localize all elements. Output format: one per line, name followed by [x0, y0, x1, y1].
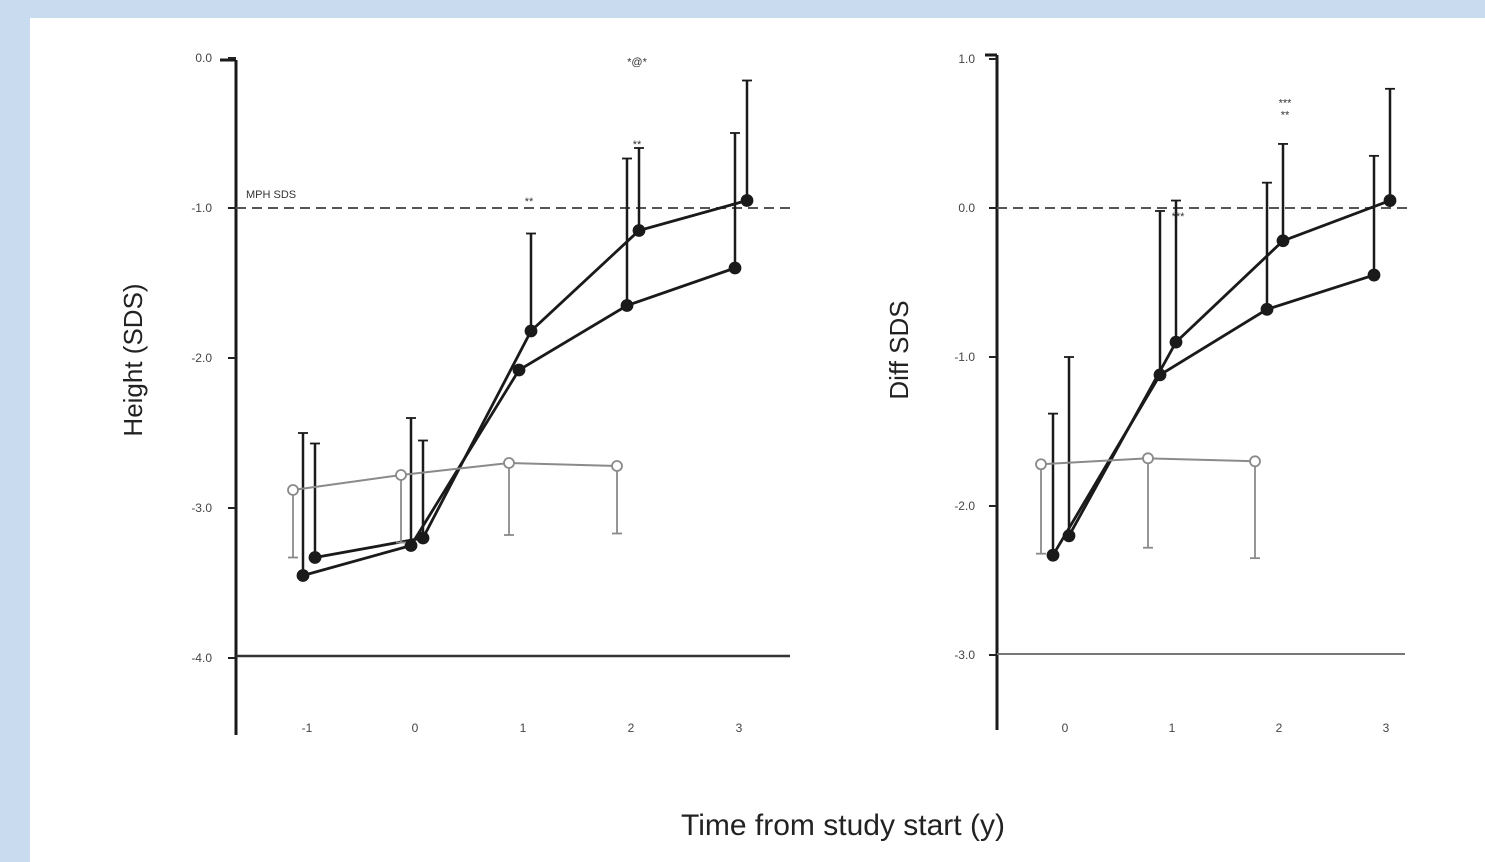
- y-tick-label: 1.0: [958, 52, 975, 66]
- data-point: [1383, 194, 1397, 207]
- series-left: [287, 79, 754, 582]
- y-axis-label-height: Height (SDS): [118, 283, 148, 436]
- series-right: [1035, 87, 1397, 562]
- mph-reference-label: MPH SDS: [246, 189, 296, 201]
- data-point: [1260, 302, 1274, 316]
- y-ticks-right: 1.0 0.0 -1.0 -2.0 -3.0: [954, 52, 997, 662]
- series-line: [1067, 199, 1391, 537]
- data-point-open: [1035, 458, 1047, 471]
- x-axis-label: Time from study start (y): [681, 809, 1005, 842]
- data-point: [1276, 234, 1290, 248]
- series-line: [302, 266, 736, 577]
- data-point: [416, 531, 430, 545]
- x-tick-label: 2: [628, 721, 635, 735]
- y-tick-label: 0.0: [958, 201, 975, 215]
- y-tick-label: -2.0: [191, 351, 212, 365]
- data-point: [524, 324, 538, 338]
- data-point: [296, 569, 310, 582]
- data-point-open: [1142, 452, 1154, 465]
- data-point-open: [503, 457, 515, 469]
- data-point-open: [395, 469, 407, 481]
- data-point: [308, 551, 322, 564]
- significance-label: **: [1281, 110, 1290, 122]
- y-ticks-left: 0.0 -1.0 -2.0 -3.0 -4.0: [191, 51, 236, 665]
- significance-label: *@*: [627, 57, 647, 69]
- series-line: [1051, 273, 1375, 556]
- chart-height: Height (SDS) 0.0-1.0-2.0-3.0-4.0 -1 0 1 2 3 …: [118, 51, 792, 735]
- figure-panel: [30, 18, 1485, 862]
- data-point-open: [1249, 455, 1261, 468]
- y-tick-label: -1.0: [954, 350, 975, 364]
- x-ticks-right: 0 1 2 3: [1062, 721, 1390, 735]
- data-point: [1169, 335, 1183, 349]
- y-tick-label: -2.0: [954, 499, 975, 513]
- data-point: [512, 363, 526, 377]
- x-tick-label: 0: [1062, 721, 1069, 735]
- data-point-open: [611, 460, 623, 472]
- x-ticks-left: -1 0 1 2 3: [302, 721, 743, 735]
- annotations-left: ** ** *@*: [525, 57, 648, 209]
- significance-label: **: [633, 139, 642, 151]
- significance-label: ***: [1279, 98, 1293, 110]
- y-axis-label-diff: Diff SDS: [884, 300, 914, 399]
- data-point: [1046, 548, 1060, 562]
- series-line: [292, 461, 618, 491]
- annotations-right: ********: [1172, 98, 1293, 223]
- x-tick-label: 0: [412, 721, 419, 735]
- significance-label: ***: [1172, 211, 1186, 223]
- data-point-open: [287, 484, 299, 496]
- data-point: [632, 224, 646, 237]
- data-point: [620, 299, 634, 312]
- data-point: [1153, 368, 1167, 382]
- data-point: [1367, 268, 1381, 282]
- y-tick-label: -3.0: [954, 648, 975, 662]
- y-tick-label: -3.0: [191, 501, 212, 515]
- x-tick-label: 3: [736, 721, 743, 735]
- x-tick-label: 1: [1169, 721, 1176, 735]
- y-tick-label: -4.0: [191, 651, 212, 665]
- x-tick-label: 3: [1383, 721, 1390, 735]
- data-point: [728, 261, 742, 275]
- y-tick-label: -1.0: [191, 201, 212, 215]
- significance-label: **: [525, 196, 534, 208]
- y-tick-label: 0.0: [195, 51, 212, 65]
- data-point: [740, 194, 754, 207]
- data-point: [404, 539, 418, 552]
- x-tick-label: 1: [520, 721, 527, 735]
- x-tick-label: 2: [1276, 721, 1283, 735]
- x-tick-label: -1: [302, 721, 313, 735]
